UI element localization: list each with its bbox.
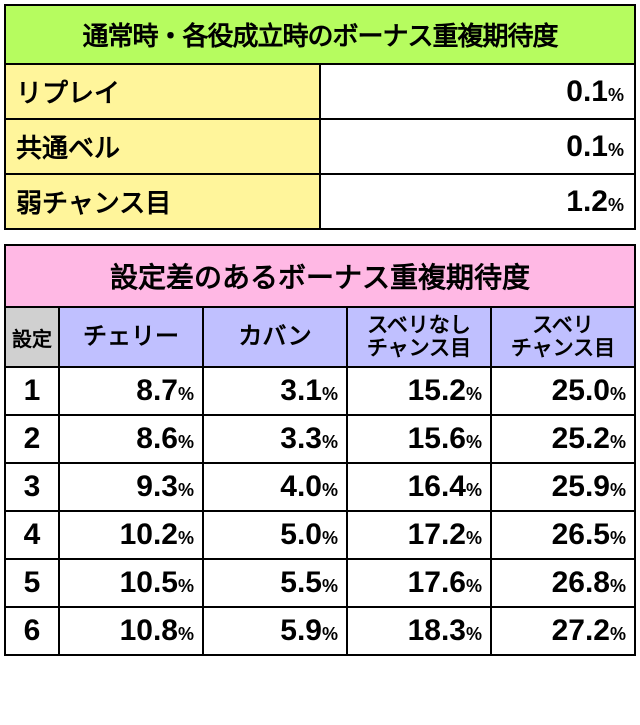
table1-row-label: リプレイ bbox=[5, 64, 320, 119]
table2-cell: 5.0% bbox=[203, 511, 347, 559]
table2-cell: 9.3% bbox=[59, 463, 203, 511]
table1-row-value: 0.1% bbox=[320, 119, 635, 174]
table2-cell: 18.3% bbox=[347, 607, 491, 655]
table2-row: 1 8.7% 3.1% 15.2% 25.0% bbox=[5, 367, 635, 415]
table2-cell: 17.6% bbox=[347, 559, 491, 607]
table2-cell: 3.1% bbox=[203, 367, 347, 415]
table2-cell: 10.2% bbox=[59, 511, 203, 559]
table2-cell: 17.2% bbox=[347, 511, 491, 559]
table-gap bbox=[4, 230, 636, 244]
table2-col-header: カバン bbox=[203, 307, 347, 367]
table2-cell: 27.2% bbox=[491, 607, 635, 655]
table1-row: 共通ベル 0.1% bbox=[5, 119, 635, 174]
table2-setting-header: 設定 bbox=[5, 307, 59, 367]
table2-row: 6 10.8% 5.9% 18.3% 27.2% bbox=[5, 607, 635, 655]
table2-cell: 25.9% bbox=[491, 463, 635, 511]
table1-row-value: 0.1% bbox=[320, 64, 635, 119]
table1-row-label: 共通ベル bbox=[5, 119, 320, 174]
table2-cell: 8.7% bbox=[59, 367, 203, 415]
table2-setting: 4 bbox=[5, 511, 59, 559]
bonus-expectation-table-1: 通常時・各役成立時のボーナス重複期待度 リプレイ 0.1% 共通ベル 0.1% … bbox=[4, 4, 636, 230]
table2-cell: 15.2% bbox=[347, 367, 491, 415]
table2-cell: 25.2% bbox=[491, 415, 635, 463]
table2-cell: 26.5% bbox=[491, 511, 635, 559]
table2-title: 設定差のあるボーナス重複期待度 bbox=[5, 245, 635, 307]
table2-col-header: チェリー bbox=[59, 307, 203, 367]
table2-cell: 26.8% bbox=[491, 559, 635, 607]
table2-row: 3 9.3% 4.0% 16.4% 25.9% bbox=[5, 463, 635, 511]
bonus-expectation-table-2: 設定差のあるボーナス重複期待度 設定 チェリー カバン スベリなしチャンス目 ス… bbox=[4, 244, 636, 656]
table2-setting: 6 bbox=[5, 607, 59, 655]
table2-cell: 10.8% bbox=[59, 607, 203, 655]
table1-row: リプレイ 0.1% bbox=[5, 64, 635, 119]
table2-cell: 5.5% bbox=[203, 559, 347, 607]
table2-header-row: 設定 チェリー カバン スベリなしチャンス目 スベリチャンス目 bbox=[5, 307, 635, 367]
table2-row: 5 10.5% 5.5% 17.6% 26.8% bbox=[5, 559, 635, 607]
table2-setting: 1 bbox=[5, 367, 59, 415]
table2-cell: 16.4% bbox=[347, 463, 491, 511]
table2-cell: 10.5% bbox=[59, 559, 203, 607]
table2-setting: 3 bbox=[5, 463, 59, 511]
table2-cell: 4.0% bbox=[203, 463, 347, 511]
table2-row: 4 10.2% 5.0% 17.2% 26.5% bbox=[5, 511, 635, 559]
table2-setting: 5 bbox=[5, 559, 59, 607]
table2-cell: 3.3% bbox=[203, 415, 347, 463]
table2-cell: 5.9% bbox=[203, 607, 347, 655]
table2-col-header: スベリなしチャンス目 bbox=[347, 307, 491, 367]
table2-cell: 15.6% bbox=[347, 415, 491, 463]
table1-row-label: 弱チャンス目 bbox=[5, 174, 320, 229]
table1-row: 弱チャンス目 1.2% bbox=[5, 174, 635, 229]
table1-title: 通常時・各役成立時のボーナス重複期待度 bbox=[5, 5, 635, 64]
table2-col-header: スベリチャンス目 bbox=[491, 307, 635, 367]
table2-row: 2 8.6% 3.3% 15.6% 25.2% bbox=[5, 415, 635, 463]
table1-row-value: 1.2% bbox=[320, 174, 635, 229]
table2-cell: 8.6% bbox=[59, 415, 203, 463]
table2-cell: 25.0% bbox=[491, 367, 635, 415]
table2-setting: 2 bbox=[5, 415, 59, 463]
